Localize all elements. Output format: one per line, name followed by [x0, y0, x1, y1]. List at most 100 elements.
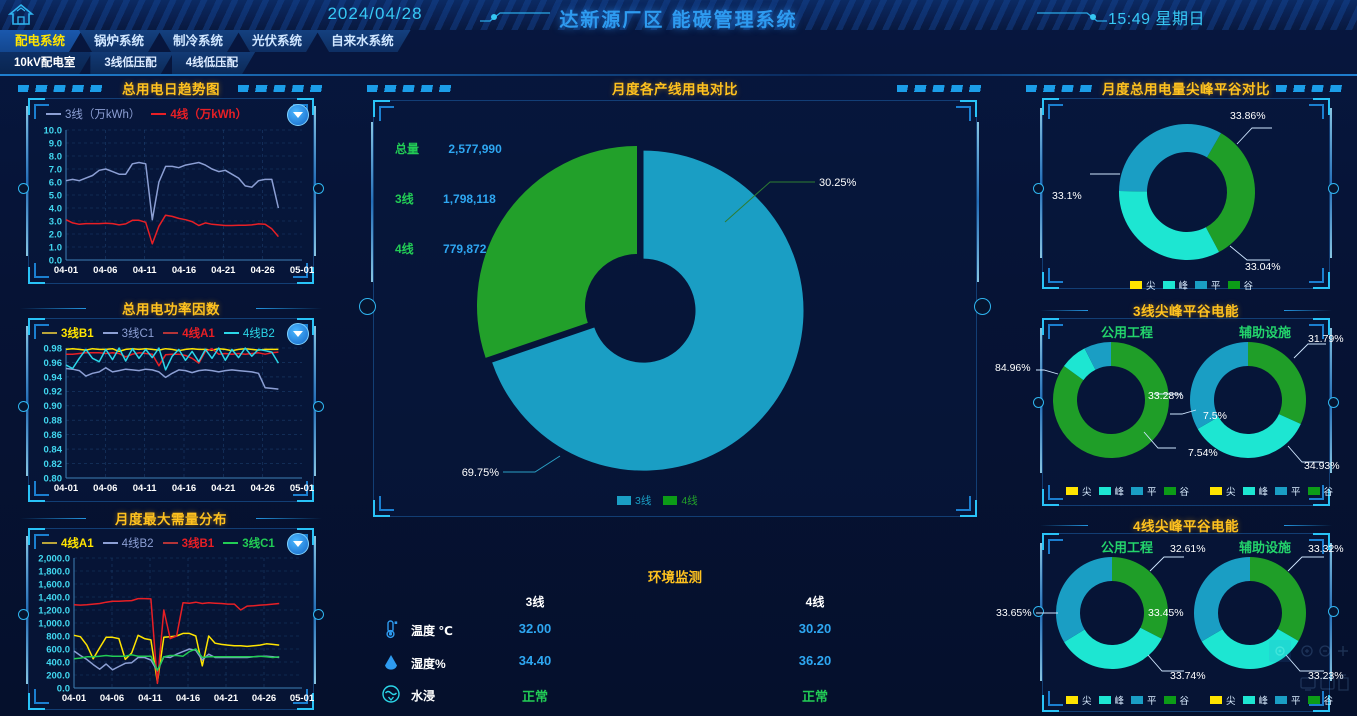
legend-item-4a1[interactable]: 4线A1 [163, 325, 215, 341]
svg-text:04-26: 04-26 [252, 693, 276, 704]
svg-text:04-26: 04-26 [251, 483, 275, 494]
tab-制冷系统[interactable]: 制冷系统 [158, 30, 240, 52]
svg-text:1,400.0: 1,400.0 [38, 592, 70, 603]
legend-label: 尖 [1146, 281, 1156, 292]
title-dash-right [897, 85, 983, 92]
svg-text:04-26: 04-26 [251, 265, 275, 276]
legend-item-4b2[interactable]: 4线B2 [102, 535, 154, 551]
frame-corner-tl [1042, 318, 1063, 339]
donut1-label-peak: 33.28% [1148, 390, 1184, 402]
subtab-10kv-room[interactable]: 10kV配电室 [0, 52, 92, 74]
donut2-label-peak: 33.23% [1308, 670, 1344, 682]
legend-label: 平 [1147, 696, 1157, 707]
legend-item-ping[interactable]: 平 [1131, 693, 1157, 707]
svg-text:04-01: 04-01 [54, 265, 79, 276]
tab-锅炉系统[interactable]: 锅炉系统 [79, 30, 161, 52]
frame-corner-bl [1042, 485, 1063, 506]
donut-label-flat: 33.1% [1052, 190, 1082, 202]
chevron-down-icon[interactable] [287, 104, 309, 126]
svg-text:04-11: 04-11 [133, 265, 157, 276]
legend-label: 尖 [1226, 696, 1236, 707]
subtab-label: 4线低压配 [185, 57, 239, 69]
subtab-line3-lv[interactable]: 3线低压配 [90, 52, 173, 74]
legend-item-jian[interactable]: 尖 [1066, 693, 1092, 707]
legend-item-gu[interactable]: 谷 [1307, 693, 1334, 707]
svg-text:0.82: 0.82 [44, 459, 63, 470]
legend-label: 4线A1 [61, 538, 94, 550]
legend-item-feng[interactable]: 峰 [1098, 484, 1124, 498]
legend-item-feng[interactable]: 峰 [1098, 693, 1124, 707]
frame-corner-tl [1042, 98, 1063, 119]
legend-item-3c1[interactable]: 3线C1 [102, 325, 154, 341]
legend-item-ping[interactable]: 平 [1131, 484, 1157, 498]
tab-光伏系统[interactable]: 光伏系统 [237, 30, 319, 52]
legend-item-ping[interactable]: 平 [1275, 693, 1301, 707]
donut2-label-valley: 33.32% [1308, 543, 1344, 555]
legend-item-jian[interactable]: 尖 [1130, 278, 1156, 292]
frame-knob-left [18, 182, 29, 194]
frame-knob-right [313, 608, 324, 620]
frame-corner-br [293, 689, 314, 710]
svg-text:0.0: 0.0 [49, 255, 62, 266]
tab-自来水系统[interactable]: 自来水系统 [316, 30, 411, 52]
subtab-line4-lv[interactable]: 4线低压配 [172, 52, 255, 74]
legend-item-ping[interactable]: 平 [1275, 484, 1301, 498]
legend-label: 谷 [1243, 281, 1254, 292]
panel-title: 总用电日趋势图 [122, 82, 220, 97]
stat-line3: 3线 1,798,118 [395, 190, 496, 207]
legend-item-line3[interactable]: 3线（万kWh） [46, 106, 140, 122]
donut1-legend: 尖 峰 平 谷 [1066, 693, 1189, 707]
legend-item-feng[interactable]: 峰 [1242, 693, 1268, 707]
frame-knob-right [1328, 182, 1339, 194]
legend-item-jian[interactable]: 尖 [1066, 484, 1092, 498]
frame-edge-right [977, 122, 979, 282]
donut2-legend: 尖 峰 平 谷 [1210, 693, 1333, 707]
chevron-down-icon[interactable] [287, 323, 309, 345]
legend-label: 3线C1 [242, 538, 275, 550]
svg-text:6.0: 6.0 [49, 177, 62, 188]
tab-label: 制冷系统 [173, 34, 224, 48]
panel-title: 月度总用电量尖峰平谷对比 [1102, 82, 1270, 97]
tab-配电系统[interactable]: 配电系统 [0, 30, 82, 52]
legend-item-feng[interactable]: 峰 [1242, 484, 1268, 498]
legend-item-gu[interactable]: 谷 [1227, 278, 1254, 292]
legend-item-gu[interactable]: 谷 [1307, 484, 1333, 498]
legend-label: 4线A1 [182, 328, 215, 340]
svg-text:04-16: 04-16 [176, 693, 200, 704]
subtab-label: 3线低压配 [104, 57, 157, 69]
stat-total: 总量 2,577,990 [395, 140, 502, 157]
legend-label: 谷 [1323, 696, 1334, 707]
total-tou-donut-chart [1090, 123, 1272, 261]
legend-item-4a1[interactable]: 4线A1 [42, 535, 94, 551]
legend-item-line4[interactable]: 4线（万kWh） [151, 106, 247, 122]
legend-item-ping[interactable]: 平 [1195, 278, 1221, 292]
line3-tou-donut-charts [1036, 342, 1326, 463]
panel-title: 4线尖峰平谷电能 [1132, 519, 1239, 534]
stat-line4: 4线 779,872 [395, 240, 486, 257]
home-icon[interactable] [8, 3, 34, 27]
legend-item-jian[interactable]: 尖 [1210, 693, 1236, 707]
svg-text:04-01: 04-01 [62, 693, 87, 704]
pie-legend-line3[interactable]: 3线 [617, 493, 651, 508]
title-dash-left [18, 85, 104, 92]
subtab-label: 10kV配电室 [14, 57, 76, 69]
donut-subtitle-public: 公用工程 [1100, 540, 1153, 555]
floating-toolbar-overlay[interactable] [1267, 632, 1353, 712]
legend-item-3c1[interactable]: 3线C1 [223, 535, 275, 551]
svg-text:0.98: 0.98 [44, 343, 63, 354]
legend-item-gu[interactable]: 谷 [1163, 693, 1189, 707]
legend-item-jian[interactable]: 尖 [1210, 484, 1236, 498]
legend-item-3b1[interactable]: 3线B1 [162, 535, 214, 551]
tab-label: 光伏系统 [252, 34, 303, 48]
legend-item-gu[interactable]: 谷 [1163, 484, 1189, 498]
panel-max-demand: 月度最大需量分布 4线A1 4线B2 3线B1 3线C1 0.0 200.0 400… [6, 508, 336, 714]
svg-text:4.0: 4.0 [49, 203, 62, 214]
svg-text:10.0: 10.0 [44, 125, 63, 136]
legend-item-3b1[interactable]: 3线B1 [42, 325, 94, 341]
legend-item-4b2[interactable]: 4线B2 [223, 325, 275, 341]
pie-legend-line4[interactable]: 4线 [663, 493, 698, 508]
frame-corner-tr [1309, 533, 1330, 554]
chevron-down-icon[interactable] [287, 533, 309, 555]
title-line-right [256, 308, 322, 309]
legend-item-feng[interactable]: 峰 [1162, 278, 1188, 292]
